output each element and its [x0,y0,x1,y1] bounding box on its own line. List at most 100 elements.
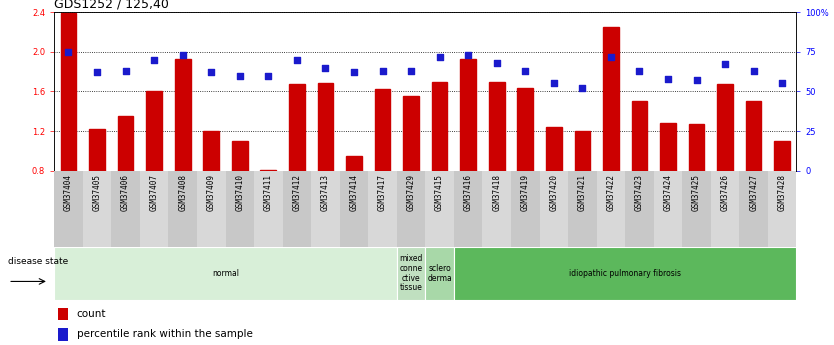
Point [519,68,532,73]
Point [290,57,304,62]
Bar [774,141,790,171]
Bar [432,82,448,171]
Bar [203,131,219,171]
Text: GSM37416: GSM37416 [464,174,473,211]
Bar [54,171,83,247]
Point [176,52,189,58]
Point [490,60,504,66]
Point [547,81,560,86]
Text: GSM37428: GSM37428 [777,174,786,211]
Bar [511,171,540,247]
Point [347,70,360,75]
Bar [140,171,168,247]
Bar [58,328,68,341]
Bar [283,171,311,247]
Text: GSM37423: GSM37423 [635,174,644,211]
Bar [318,83,334,171]
Bar [540,171,568,247]
Bar [89,129,105,171]
Bar [146,91,162,171]
Point [661,76,675,81]
Text: GSM37407: GSM37407 [149,174,158,211]
Bar [425,247,454,300]
Text: GSM37420: GSM37420 [550,174,558,211]
Point [747,68,761,73]
Bar [454,171,482,247]
Bar [603,27,619,171]
Bar [425,171,454,247]
Text: GSM37426: GSM37426 [721,174,730,211]
Bar [768,171,796,247]
Text: GSM37404: GSM37404 [64,174,73,211]
Text: GSM37406: GSM37406 [121,174,130,211]
Text: GSM37424: GSM37424 [664,174,672,211]
Text: GSM37405: GSM37405 [93,174,102,211]
Point [262,73,275,78]
Text: sclero
derma: sclero derma [427,264,452,283]
Bar [54,247,397,300]
Bar [397,247,425,300]
Point [633,68,646,73]
Bar [339,171,369,247]
Bar [568,171,596,247]
Point [690,78,703,83]
Bar [397,171,425,247]
Bar [740,171,768,247]
Bar [58,308,68,320]
Point [718,62,731,67]
Bar [111,171,140,247]
Text: GSM37415: GSM37415 [435,174,445,211]
Text: GDS1252 / 125,40: GDS1252 / 125,40 [54,0,169,11]
Bar [596,171,626,247]
Point [776,81,789,86]
Text: GSM37412: GSM37412 [293,174,301,211]
Text: GSM37418: GSM37418 [492,174,501,211]
Bar [118,116,133,171]
Bar [225,171,254,247]
Bar [311,171,339,247]
Bar [546,127,561,171]
Bar [575,131,590,171]
Text: GSM37422: GSM37422 [606,174,615,211]
Bar [626,171,654,247]
Point [575,86,589,91]
Point [90,70,103,75]
Bar [346,156,362,171]
Bar [168,171,197,247]
Text: GSM37409: GSM37409 [207,174,216,211]
Text: GSM37410: GSM37410 [235,174,244,211]
Bar [197,171,225,247]
Bar [454,247,796,300]
Text: GSM37427: GSM37427 [749,174,758,211]
Text: GSM37417: GSM37417 [378,174,387,211]
Bar [717,85,733,171]
Point [461,52,475,58]
Bar [482,171,511,247]
Text: GSM37419: GSM37419 [520,174,530,211]
Point [233,73,247,78]
Bar [254,171,283,247]
Bar [517,88,533,171]
Bar [661,123,676,171]
Text: GSM37429: GSM37429 [406,174,415,211]
Text: GSM37408: GSM37408 [178,174,187,211]
Text: percentile rank within the sample: percentile rank within the sample [77,329,253,339]
Text: GSM37425: GSM37425 [692,174,701,211]
Bar [631,101,647,171]
Point [604,54,617,59]
Text: GSM37411: GSM37411 [264,174,273,211]
Point [62,49,75,55]
Text: mixed
conne
ctive
tissue: mixed conne ctive tissue [399,254,423,293]
Text: idiopathic pulmonary fibrosis: idiopathic pulmonary fibrosis [569,269,681,278]
Bar [289,85,304,171]
Bar [260,170,276,171]
Bar [682,171,711,247]
Point [148,57,161,62]
Text: count: count [77,309,106,319]
Point [376,68,389,73]
Point [119,68,133,73]
Bar [460,59,476,171]
Bar [83,171,111,247]
Text: GSM37421: GSM37421 [578,174,587,211]
Point [319,65,332,70]
